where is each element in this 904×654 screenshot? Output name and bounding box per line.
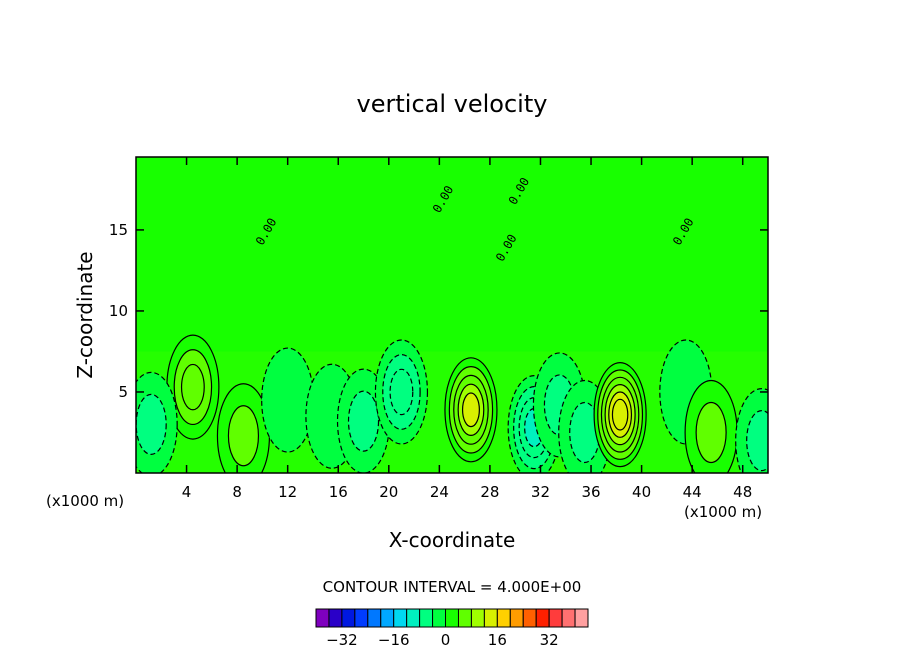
y-tick-label: 15 <box>109 221 128 239</box>
colorbar-swatch <box>341 608 356 628</box>
contour-interval-label: CONTOUR INTERVAL = 4.000E+00 <box>323 578 582 596</box>
colorbar-tick-label: 32 <box>540 631 559 649</box>
contour-blob <box>746 409 768 472</box>
y-tick-label: 10 <box>109 302 128 320</box>
colorbar-swatch <box>509 608 524 628</box>
colorbar-swatch <box>445 608 459 628</box>
contour-blob <box>611 398 629 431</box>
x-tick-label: 12 <box>278 483 297 501</box>
contour-blob <box>227 405 260 467</box>
colorbar-swatch <box>470 608 485 628</box>
colorbar-swatch <box>432 608 447 628</box>
contour-blob <box>261 347 315 453</box>
contour-blob <box>389 368 414 416</box>
colorbar-swatch <box>561 608 576 628</box>
chart-title: vertical velocity <box>357 90 548 118</box>
colorbar-tick-label: 0 <box>441 631 451 649</box>
x-tick-label: 20 <box>379 483 398 501</box>
x-tick-label: 24 <box>430 483 449 501</box>
colorbar-swatch <box>354 608 369 628</box>
colorbar-tick-labels: −32 −16 0 16 32 <box>326 631 559 649</box>
y-axis-ticks: 5 10 15 <box>109 221 768 401</box>
x-tick-label: 8 <box>232 483 242 501</box>
y-axis-label: Z-coordinate <box>73 251 97 378</box>
colorbar-swatch <box>406 608 421 628</box>
colorbar-tick-label: −16 <box>378 631 410 649</box>
colorbar-swatch <box>574 608 589 628</box>
plot-frame <box>135 156 769 474</box>
x-tick-label: 16 <box>329 483 348 501</box>
colorbar-swatch <box>380 608 395 628</box>
contour-blob <box>461 392 480 428</box>
x-axis-ticks: 4 8 12 16 20 24 28 32 36 40 44 48 <box>182 157 752 501</box>
contour-blob <box>136 393 167 455</box>
contour-field: 0.000.000.000.000.00 <box>136 157 768 473</box>
x-tick-label: 48 <box>733 483 752 501</box>
colorbar-swatch <box>367 608 382 628</box>
contour-blob <box>695 401 727 464</box>
colorbar <box>315 608 589 628</box>
colorbar-tick-label: −32 <box>326 631 358 649</box>
x-tick-label: 32 <box>531 483 550 501</box>
contour-blob <box>180 363 205 411</box>
x-unit-left: (x1000 m) <box>46 492 124 510</box>
colorbar-swatch <box>548 608 563 628</box>
x-tick-label: 28 <box>480 483 499 501</box>
colorbar-swatch <box>535 608 550 628</box>
x-unit-right: (x1000 m) <box>684 503 762 521</box>
colorbar-swatch <box>496 608 511 628</box>
colorbar-swatch <box>457 608 472 628</box>
colorbar-swatch <box>483 608 498 628</box>
colorbar-swatch <box>419 608 434 628</box>
x-tick-label: 44 <box>683 483 702 501</box>
x-tick-label: 4 <box>182 483 192 501</box>
y-tick-label: 5 <box>118 383 128 401</box>
colorbar-swatch <box>393 608 408 628</box>
x-axis-label: X-coordinate <box>389 528 516 552</box>
colorbar-swatch <box>328 608 343 628</box>
x-tick-label: 36 <box>581 483 600 501</box>
colorbar-swatch <box>315 608 330 628</box>
contour-blob <box>347 390 380 452</box>
colorbar-tick-label: 16 <box>488 631 507 649</box>
x-tick-label: 40 <box>632 483 651 501</box>
colorbar-swatch <box>522 608 537 628</box>
